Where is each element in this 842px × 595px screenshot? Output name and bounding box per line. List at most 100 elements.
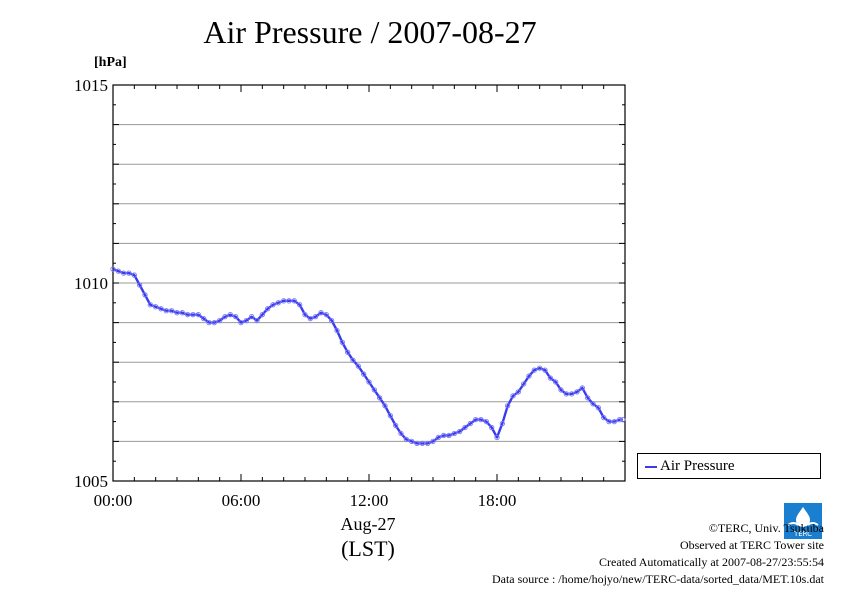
data-point [590,401,596,407]
y-tick-label: 1005 [74,472,108,491]
data-point [211,319,217,326]
data-point [361,371,367,377]
data-point [366,379,372,385]
data-point [334,327,340,334]
data-point [179,310,185,316]
data-point [163,308,169,314]
data-point [355,363,361,369]
data-point [537,365,543,371]
data-point [249,314,255,320]
data-point [483,418,489,425]
data-point [227,312,233,318]
data-point [473,416,479,423]
data-point [270,302,276,308]
data-point [398,430,404,437]
data-point [195,312,201,318]
data-point [185,312,191,318]
data-point [414,440,420,447]
credit-source: Data source : /home/hojyo/new/TERC-data/… [491,572,824,586]
x-tick-label: 00:00 [94,491,133,510]
data-point [494,434,500,441]
logo-text: TERC [793,530,812,538]
data-point [345,349,351,355]
data-point [531,367,537,373]
y-axis-unit-label: [hPa] [94,55,127,70]
data-point [409,438,415,445]
data-point [505,403,511,409]
terc-logo-icon: TERC [784,503,822,539]
data-point [606,418,612,425]
data-point [478,416,484,423]
data-point [201,315,207,322]
data-point [547,375,553,381]
x-tick-label: 18:00 [478,491,517,510]
data-point [601,414,607,421]
data-point [510,393,516,399]
data-point [126,270,132,276]
data-point [350,357,356,363]
data-point [110,266,116,272]
data-point [595,405,601,411]
credit-created: Created Automatically at 2007-08-27/23:5… [599,555,824,569]
data-point [291,298,297,304]
data-point [302,312,308,318]
data-point [617,416,623,423]
data-point [393,422,399,429]
data-point [281,298,287,304]
y-tick-label: 1010 [74,274,108,293]
data-point [430,438,436,445]
data-point [206,319,212,326]
data-point [515,389,521,395]
data-point [153,304,159,310]
data-point [585,395,591,401]
credit-observed: Observed at TERC Tower site [679,538,824,552]
data-point [265,306,271,312]
data-point [499,420,505,427]
data-point [329,317,335,324]
data-point [233,314,239,320]
data-point [339,339,345,346]
data-point [457,428,463,435]
data-point [377,395,383,401]
data-point [462,424,468,431]
credit-copyright: ©TERC, Univ. Tsukuba [708,521,824,535]
data-point [419,440,425,447]
data-point [579,385,585,391]
data-point [467,420,473,427]
grid-lines [113,124,625,442]
data-point [318,310,324,316]
data-point [121,270,127,276]
data-point [446,432,452,439]
data-point [521,381,527,387]
data-point [382,403,388,409]
x-tick-label: 12:00 [350,491,389,510]
data-point [142,292,148,298]
data-point [131,272,137,278]
data-point [275,300,281,306]
series-line-air-pressure [112,267,623,445]
legend-swatch [645,466,657,468]
data-point [371,387,377,393]
data-point [137,282,143,288]
data-point [387,413,393,419]
tick-labels: 1005 1010 1015 00:00 06:00 12:00 18:00 [74,76,516,510]
data-point [611,418,617,425]
data-point [243,317,249,324]
data-point [297,302,303,308]
data-point [451,430,457,437]
data-point [489,424,495,431]
y-tick-label: 1015 [74,76,108,95]
data-point [259,312,265,318]
chart-title: Air Pressure / 2007-08-27 [203,14,537,50]
data-point [307,315,313,322]
data-point [115,268,121,274]
data-point [147,302,153,308]
data-point [425,440,431,447]
data-point [222,314,228,320]
data-point [553,379,559,385]
data-point [217,317,223,324]
legend-label: Air Pressure [660,458,735,474]
data-point [403,436,409,443]
data-point [558,387,564,393]
series-layer [110,266,626,447]
